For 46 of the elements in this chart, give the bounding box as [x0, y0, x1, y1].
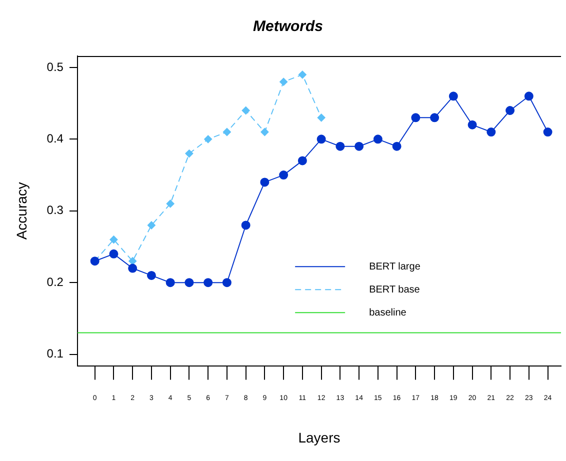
x-axis-title: Layers — [298, 429, 340, 446]
y-tick-label: 0.3 — [46, 203, 64, 218]
point — [110, 236, 118, 244]
y-tick-label: 0.1 — [46, 346, 64, 361]
point — [109, 249, 118, 258]
point — [506, 106, 515, 115]
legend-label: baseline — [369, 307, 407, 318]
point — [166, 200, 174, 208]
point — [260, 128, 269, 136]
y-axis-title: Accuracy — [13, 182, 30, 240]
point — [468, 120, 477, 130]
point — [298, 156, 307, 166]
point — [354, 142, 364, 151]
point — [392, 142, 402, 151]
point — [204, 278, 213, 288]
legend-label: BERT large — [369, 261, 421, 272]
point — [543, 128, 552, 137]
point — [260, 178, 270, 187]
point — [298, 70, 306, 79]
legend-label: BERT base — [369, 284, 420, 296]
point — [185, 150, 194, 158]
point — [222, 278, 232, 288]
point — [316, 134, 326, 144]
point — [373, 134, 382, 144]
y-tick-label: 0.5 — [46, 60, 64, 74]
point — [146, 270, 156, 280]
point — [184, 278, 194, 288]
point — [524, 92, 534, 101]
y-tick-label: 0.4 — [46, 132, 64, 146]
point — [448, 92, 458, 101]
y-tick-label: 0.2 — [46, 274, 64, 289]
point — [336, 142, 345, 151]
point — [317, 114, 326, 122]
point — [222, 128, 231, 136]
point — [411, 113, 420, 122]
point — [279, 170, 288, 180]
point — [166, 278, 175, 288]
chart-title: Metwords — [252, 18, 324, 36]
point — [486, 128, 496, 137]
point — [147, 221, 156, 230]
point — [280, 78, 288, 86]
point — [241, 220, 250, 230]
point — [128, 264, 138, 273]
point — [242, 106, 250, 114]
point — [204, 135, 212, 144]
point — [430, 113, 440, 122]
